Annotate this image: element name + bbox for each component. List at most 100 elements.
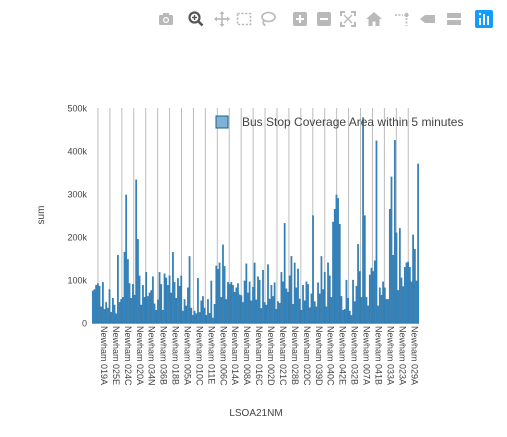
bar[interactable] — [110, 312, 113, 324]
bar[interactable] — [115, 313, 118, 324]
bar[interactable] — [91, 290, 94, 324]
bar[interactable] — [218, 262, 221, 324]
bar[interactable] — [163, 273, 166, 324]
bar[interactable] — [106, 307, 109, 324]
bar[interactable] — [407, 261, 409, 324]
bar[interactable] — [245, 263, 248, 324]
bar[interactable] — [155, 310, 158, 324]
hover-compare-icon[interactable] — [444, 9, 464, 29]
bar[interactable] — [178, 285, 181, 324]
bar[interactable] — [398, 228, 401, 324]
bar[interactable] — [117, 254, 119, 324]
bar[interactable] — [168, 275, 171, 324]
bar[interactable] — [410, 281, 413, 324]
bar[interactable] — [133, 294, 136, 324]
bar[interactable] — [162, 310, 164, 324]
bar[interactable] — [205, 315, 208, 324]
bar[interactable] — [197, 278, 199, 324]
bar[interactable] — [357, 244, 359, 324]
legend-label[interactable]: Bus Stop Coverage Area within 5 minutes — [242, 115, 463, 129]
bar[interactable] — [190, 307, 193, 324]
bar[interactable] — [332, 221, 334, 324]
bar[interactable] — [390, 176, 393, 324]
bar[interactable] — [223, 266, 226, 324]
bar[interactable] — [265, 304, 268, 324]
bar[interactable] — [165, 277, 168, 324]
bar[interactable] — [240, 295, 243, 324]
bar[interactable] — [232, 285, 234, 324]
bar[interactable] — [315, 306, 318, 324]
bar[interactable] — [187, 287, 189, 324]
bar[interactable] — [347, 297, 349, 324]
bar[interactable] — [292, 303, 294, 324]
bar[interactable] — [243, 280, 246, 324]
bar[interactable] — [193, 310, 196, 324]
bar[interactable] — [318, 293, 321, 324]
bar[interactable] — [188, 256, 191, 324]
bar[interactable] — [227, 282, 229, 324]
bar[interactable] — [283, 223, 286, 324]
bar[interactable] — [280, 272, 283, 324]
bar[interactable] — [382, 281, 384, 324]
bar[interactable] — [405, 262, 408, 324]
bar[interactable] — [96, 283, 99, 324]
bar[interactable] — [125, 194, 128, 324]
bar[interactable] — [262, 270, 264, 324]
bar[interactable] — [380, 294, 383, 324]
bar[interactable] — [213, 303, 216, 324]
bar[interactable] — [385, 299, 388, 324]
bar[interactable] — [402, 286, 404, 324]
bar[interactable] — [408, 267, 411, 324]
bar[interactable] — [153, 303, 156, 324]
bar[interactable] — [180, 275, 183, 324]
bar[interactable] — [378, 287, 381, 324]
bar[interactable] — [303, 300, 306, 324]
bar[interactable] — [342, 310, 344, 324]
bar[interactable] — [120, 299, 123, 324]
bar[interactable] — [192, 315, 194, 324]
bar[interactable] — [235, 287, 238, 324]
bar[interactable] — [137, 239, 139, 324]
bar[interactable] — [348, 310, 351, 324]
bar[interactable] — [167, 285, 169, 324]
bar[interactable] — [170, 292, 173, 324]
bar[interactable] — [147, 296, 149, 324]
zoom-out-icon[interactable] — [314, 9, 334, 29]
bar[interactable] — [143, 297, 146, 324]
bar[interactable] — [275, 309, 278, 324]
bar[interactable] — [363, 215, 366, 324]
bar[interactable] — [290, 256, 293, 324]
bar[interactable] — [118, 302, 121, 324]
camera-icon[interactable] — [156, 9, 176, 29]
bar[interactable] — [128, 283, 131, 324]
bar[interactable] — [95, 285, 98, 324]
bar[interactable] — [333, 208, 336, 324]
bar[interactable] — [322, 289, 324, 324]
bar[interactable] — [297, 268, 299, 324]
bar[interactable] — [338, 224, 341, 324]
bar[interactable] — [252, 287, 254, 324]
bar[interactable] — [367, 305, 369, 324]
bar[interactable] — [105, 302, 108, 324]
bar[interactable] — [222, 244, 224, 324]
bar[interactable] — [132, 284, 134, 324]
bar[interactable] — [140, 304, 143, 324]
bar[interactable] — [400, 277, 403, 324]
bar[interactable] — [377, 305, 379, 324]
zoom-in-icon[interactable] — [290, 9, 310, 29]
bar[interactable] — [238, 294, 241, 324]
bar[interactable] — [111, 297, 114, 324]
bar[interactable] — [358, 271, 361, 324]
bar[interactable] — [395, 232, 398, 324]
bar[interactable] — [247, 292, 249, 324]
bar[interactable] — [228, 284, 231, 324]
zoom-icon[interactable] — [186, 9, 206, 29]
bar[interactable] — [122, 297, 124, 324]
legend-swatch[interactable] — [215, 115, 229, 129]
bar[interactable] — [287, 291, 289, 324]
bar[interactable] — [415, 280, 418, 324]
bar[interactable] — [343, 309, 346, 324]
bar[interactable] — [298, 298, 301, 324]
bar[interactable] — [317, 282, 319, 324]
bar[interactable] — [295, 287, 298, 324]
